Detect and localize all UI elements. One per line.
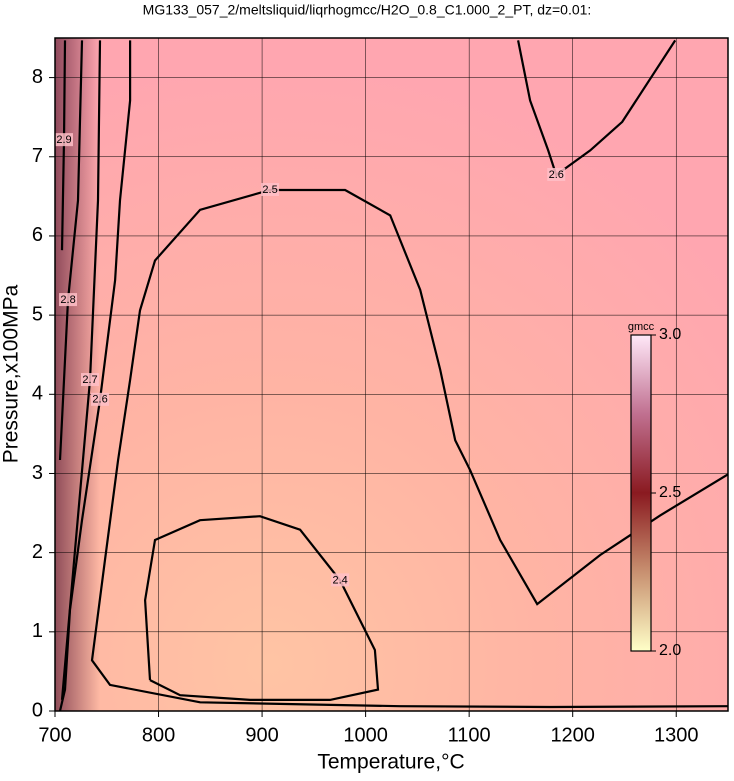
contour-label-bg <box>80 373 99 387</box>
x-tick-label: 1200 <box>550 724 595 746</box>
contour-label: 2.6 <box>92 394 107 406</box>
contour-label-bg <box>331 573 350 587</box>
x-tick-label: 1000 <box>343 724 388 746</box>
y-axis-label: Pressure,x100MPa <box>0 284 23 463</box>
colorbar-label: gmcc <box>628 321 655 333</box>
colorbar-tick-label: 2.0 <box>659 642 681 659</box>
y-tick-label: 1 <box>32 620 43 642</box>
x-tick-label: 1100 <box>448 724 491 746</box>
contour-label-bg <box>59 293 78 307</box>
contour-line <box>90 188 728 709</box>
y-tick-label: 6 <box>32 224 43 246</box>
y-tick-label: 3 <box>32 462 43 484</box>
contour-label: 2.9 <box>56 134 71 146</box>
contour-label: 2.5 <box>262 184 277 196</box>
contour-label-bg <box>261 183 280 197</box>
contour-label: 2.4 <box>332 574 347 586</box>
contour-label-bg <box>55 133 74 147</box>
contour-label-bg <box>91 392 110 406</box>
colorbar: 2.0 2.5 3.0 gmcc <box>628 321 681 659</box>
contour-label: 2.7 <box>82 374 97 386</box>
contour-label: 2.8 <box>60 294 75 306</box>
x-tick-label: 800 <box>142 724 175 746</box>
y-tick-label: 2 <box>32 541 43 563</box>
plot-background <box>55 38 728 711</box>
colorbar-scale <box>630 334 652 652</box>
contour-line <box>58 40 84 461</box>
x-tick-label: 700 <box>38 724 71 746</box>
y-tick-label: 5 <box>32 303 43 325</box>
x-axis-label: Temperature,°C <box>317 751 464 774</box>
x-tick-label: 900 <box>245 724 278 746</box>
y-tick-label: 0 <box>32 699 43 721</box>
plot-frame <box>54 37 729 712</box>
colorbar-tick-label: 3.0 <box>659 326 681 343</box>
chart-title: MG133_057_2/meltsliquid/liqrhogmcc/H2O_0… <box>143 2 592 18</box>
y-tick-label: 4 <box>32 383 43 405</box>
y-tick-label: 8 <box>32 66 43 88</box>
colorbar-tick-label: 2.5 <box>659 484 681 501</box>
contour-label: 2.6 <box>549 169 564 181</box>
plot-area: 2.4 2.5 2.6 2.6 2.7 2.8 2.9 <box>55 38 728 711</box>
x-tick-label: 1300 <box>654 724 699 746</box>
y-tick-label: 7 <box>32 145 43 167</box>
contour-label-bg <box>547 167 566 181</box>
